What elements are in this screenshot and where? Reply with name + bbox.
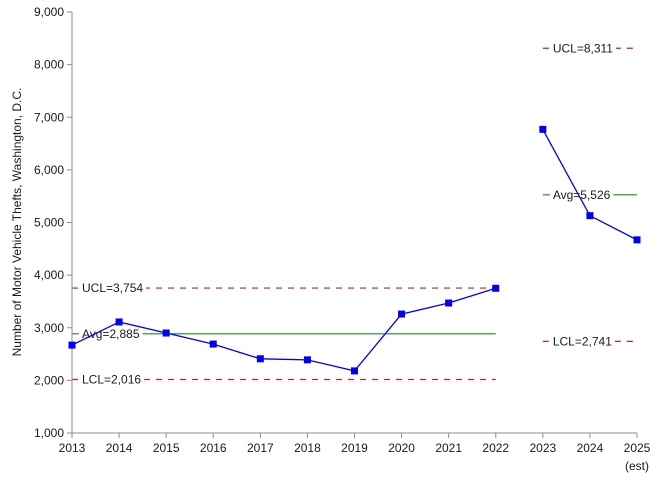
data-point (351, 367, 358, 375)
lcl-label: LCL=2,741 (553, 334, 612, 348)
x-tick-label: 2018 (294, 441, 321, 455)
y-tick-label: 3,000 (34, 321, 64, 335)
x-tick-label: 2014 (106, 441, 133, 455)
x-tick-label: 2017 (247, 441, 274, 455)
data-point (492, 284, 500, 292)
avg-label-background (79, 325, 143, 342)
x-tick-label: 2022 (482, 441, 509, 455)
x-tick-label: 2019 (341, 441, 368, 455)
data-point (68, 341, 76, 349)
lcl-label-background (549, 333, 615, 350)
avg-label: Avg=5,526 (553, 188, 611, 202)
x-tick-label: 2024 (577, 441, 604, 455)
data-point (256, 355, 264, 363)
axes (67, 11, 638, 438)
x-tick-label: 2015 (153, 441, 180, 455)
avg-label-background (549, 186, 614, 203)
lcl-label-background (79, 371, 145, 388)
data-point (539, 125, 547, 133)
ucl-label: UCL=3,754 (82, 281, 143, 295)
y-tick-label: 2,000 (34, 373, 64, 387)
x-tick-label: 2023 (529, 441, 556, 455)
x-tick-label: 2020 (388, 441, 415, 455)
y-tick-label: 5,000 (34, 216, 64, 230)
data-point (303, 356, 311, 364)
reference-lines: Avg=2,885 UCL=3,754 LCL=2,016 Avg=5,526 UCL=… (72, 40, 637, 388)
y-axis-title: Number of Motor Vehicle Thefts, Washingt… (10, 88, 24, 357)
x-tick-label: 2025 (624, 441, 651, 455)
series-line (542, 129, 638, 241)
ucl-label-background (549, 40, 616, 57)
y-tick-label: 7,000 (34, 110, 64, 124)
data-point (586, 212, 594, 220)
y-tick-label: 8,000 (34, 58, 64, 72)
data-point (115, 318, 123, 326)
data-point (209, 340, 217, 348)
data-point (445, 299, 453, 307)
y-tick-label: 9,000 (34, 5, 64, 19)
data-point (162, 329, 170, 337)
x-tick-label: 2016 (200, 441, 227, 455)
x-tick-label: 2013 (59, 441, 86, 455)
series-line (71, 287, 496, 372)
data-series (68, 125, 641, 375)
ucl-label: UCL=8,311 (553, 41, 613, 55)
data-point (633, 236, 641, 244)
y-tick-label: 6,000 (34, 163, 64, 177)
data-point (398, 310, 406, 318)
x-tick-sublabel: (est) (625, 459, 649, 473)
lcl-label: LCL=2,016 (82, 373, 141, 387)
x-tick-label: 2021 (435, 441, 462, 455)
y-tick-label: 1,000 (34, 426, 64, 440)
y-tick-label: 4,000 (34, 268, 64, 282)
tick-labels: 1,000 2,000 3,000 4,000 5,000 6,000 7,000 8,000… (34, 5, 651, 473)
ucl-label-background (79, 280, 147, 297)
avg-label: Avg=2,885 (82, 327, 140, 341)
